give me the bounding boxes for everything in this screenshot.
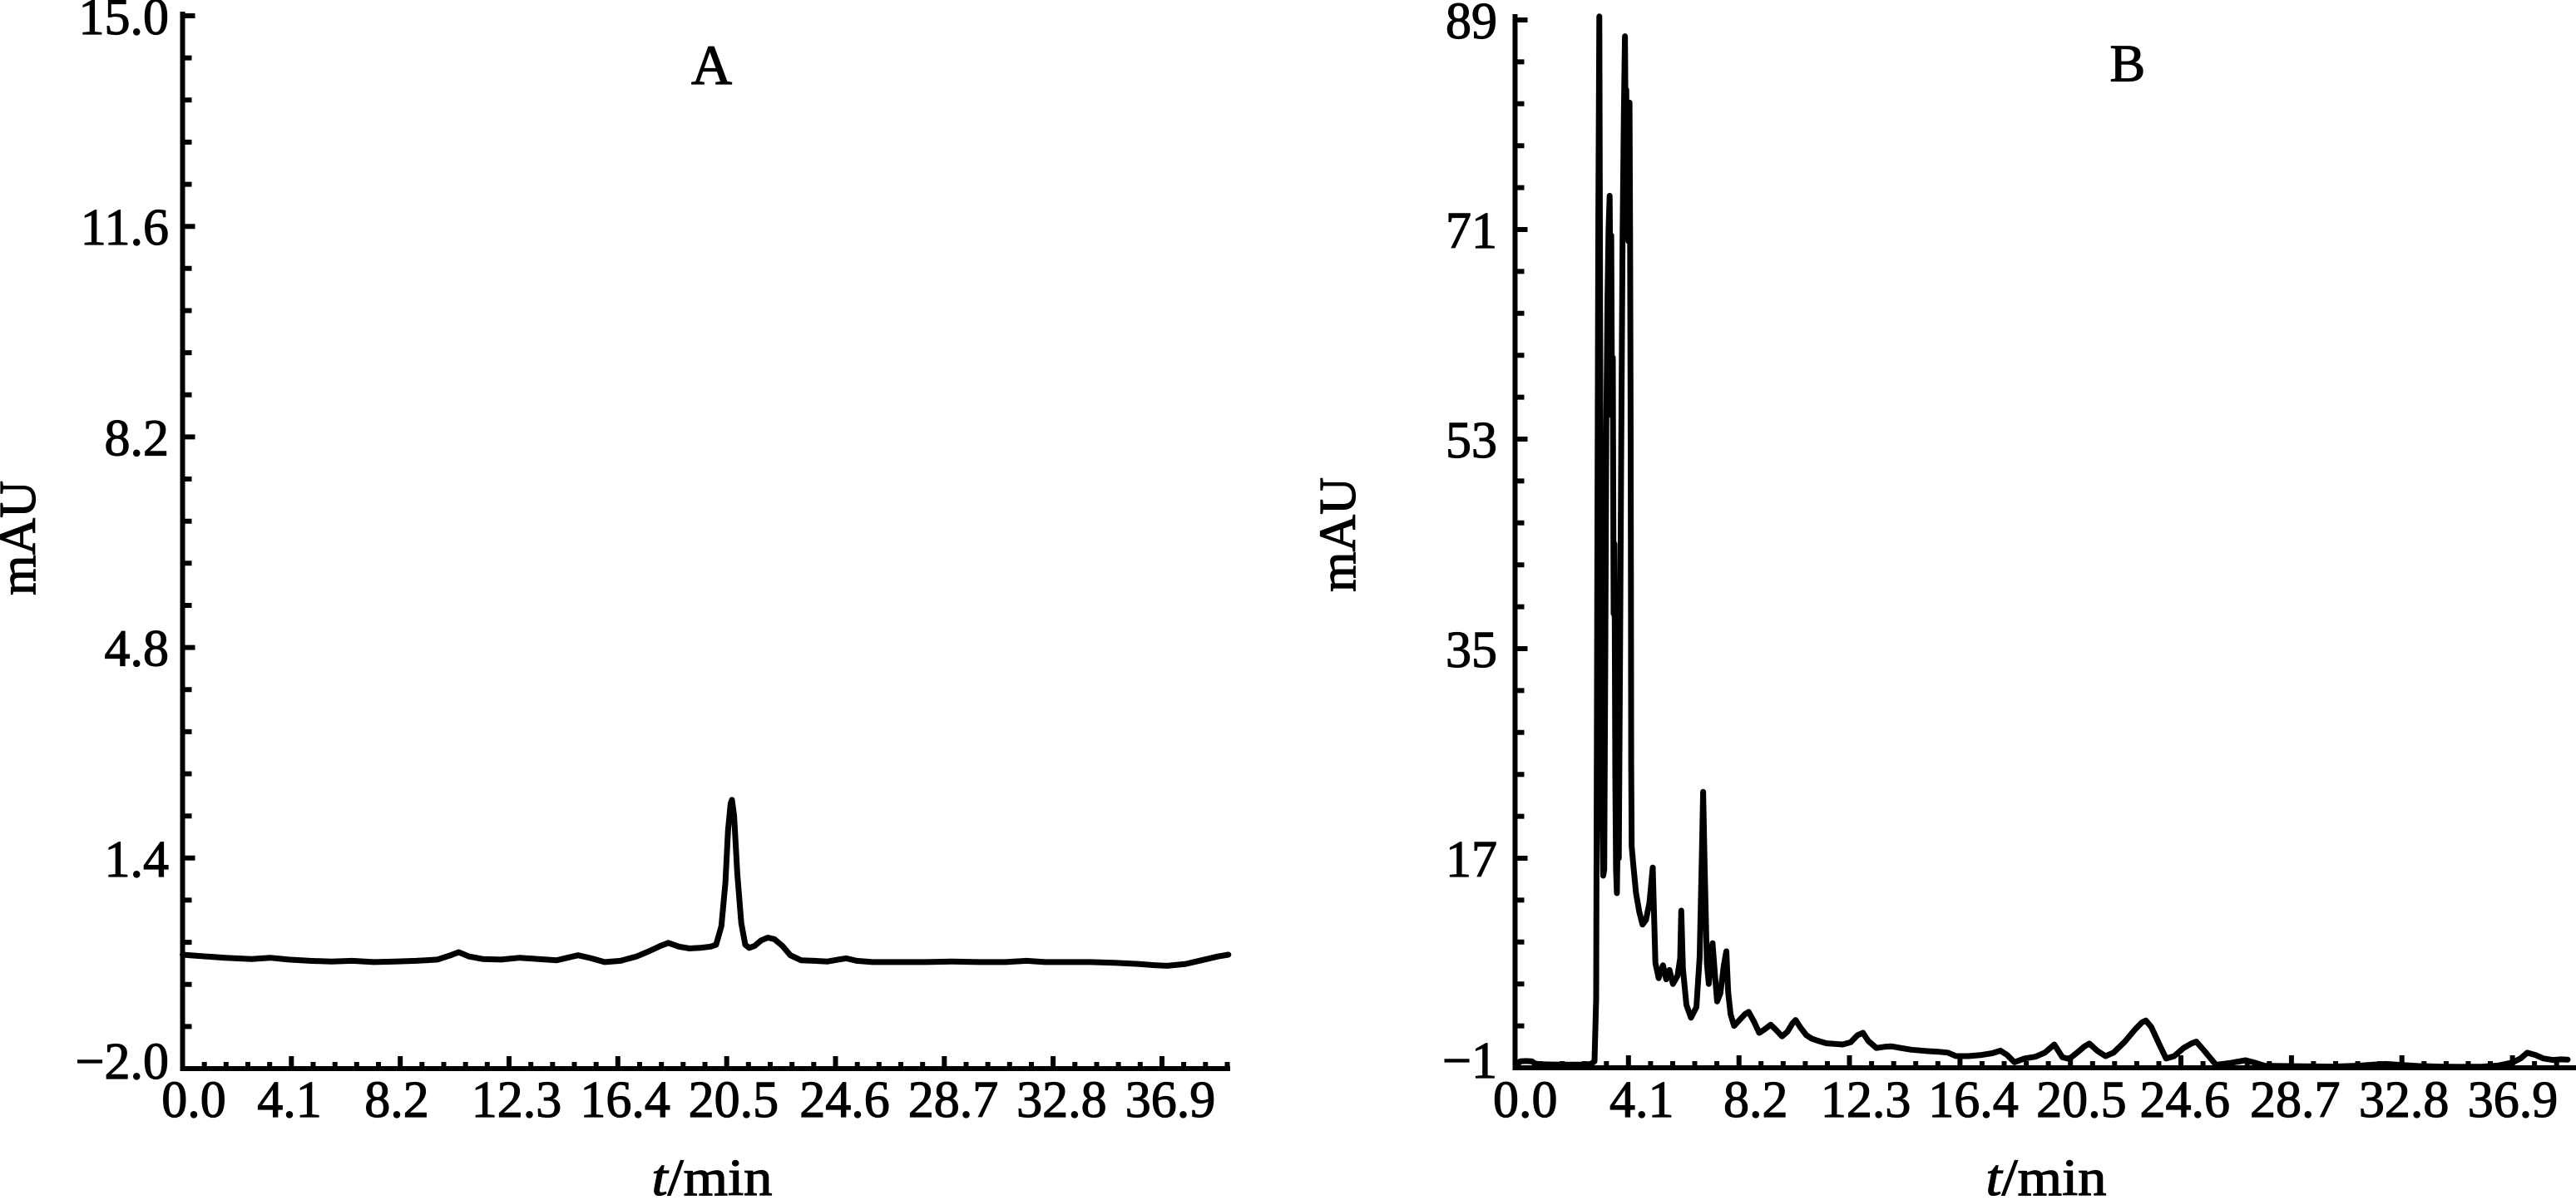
svg-text:28.7: 28.7 [2250, 1072, 2341, 1128]
svg-text:A: A [691, 33, 732, 96]
svg-text:−2.0: −2.0 [76, 1034, 169, 1090]
svg-text:89: 89 [1446, 0, 1497, 50]
svg-text:71: 71 [1446, 203, 1497, 259]
svg-text:mAU: mAU [1310, 477, 1367, 592]
svg-text:24.6: 24.6 [2140, 1072, 2231, 1128]
svg-text:36.9: 36.9 [2468, 1072, 2559, 1128]
svg-text:4.8: 4.8 [105, 621, 170, 678]
svg-text:12.3: 12.3 [1821, 1072, 1911, 1128]
svg-text:16.4: 16.4 [580, 1072, 670, 1128]
svg-text:24.6: 24.6 [799, 1072, 890, 1128]
svg-text:36.9: 36.9 [1125, 1072, 1216, 1128]
svg-text:t/min: t/min [1986, 1150, 2107, 1196]
svg-text:4.1: 4.1 [257, 1072, 322, 1128]
svg-text:mAU: mAU [0, 481, 47, 595]
svg-text:0.0: 0.0 [1493, 1072, 1558, 1128]
svg-text:8.2: 8.2 [364, 1072, 429, 1128]
svg-text:32.8: 32.8 [1016, 1072, 1107, 1128]
svg-text:17: 17 [1446, 832, 1497, 888]
svg-text:t/min: t/min [652, 1150, 773, 1196]
svg-text:B: B [2110, 34, 2146, 93]
svg-text:20.5: 20.5 [689, 1072, 779, 1128]
svg-text:8.2: 8.2 [105, 410, 170, 467]
svg-text:4.1: 4.1 [1609, 1072, 1674, 1128]
svg-text:16.4: 16.4 [1928, 1072, 2019, 1128]
svg-text:−1: −1 [1442, 1033, 1497, 1089]
svg-text:32.8: 32.8 [2359, 1072, 2450, 1128]
svg-text:8.2: 8.2 [1723, 1072, 1788, 1128]
svg-text:35: 35 [1446, 622, 1497, 679]
svg-text:0.0: 0.0 [161, 1072, 226, 1128]
svg-text:1.4: 1.4 [105, 832, 170, 888]
svg-text:15.0: 15.0 [79, 0, 170, 46]
svg-text:12.3: 12.3 [472, 1072, 562, 1128]
svg-text:11.6: 11.6 [81, 200, 169, 256]
svg-text:53: 53 [1446, 412, 1497, 469]
svg-text:20.5: 20.5 [2036, 1072, 2127, 1128]
svg-text:28.7: 28.7 [908, 1072, 999, 1128]
